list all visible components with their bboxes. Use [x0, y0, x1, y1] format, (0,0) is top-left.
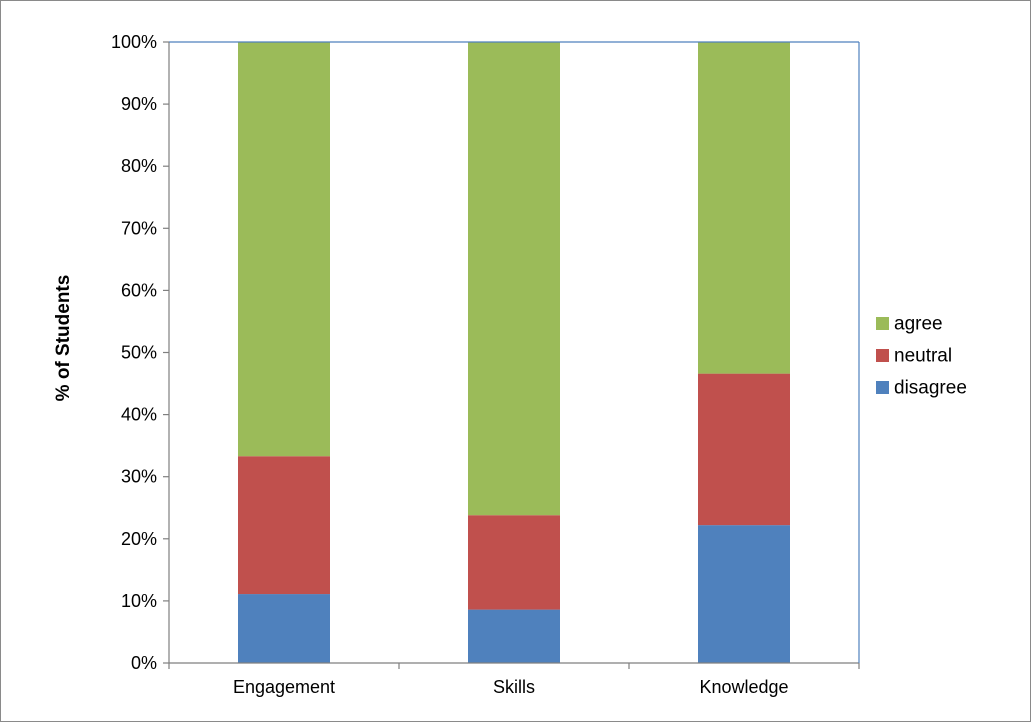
x-ticks-layer: Engagement Skills Knowledge [168, 663, 860, 697]
legend: agree neutral disagree [876, 314, 967, 399]
bar-segment-disagree [698, 525, 790, 663]
legend-label-neutral: neutral [894, 346, 952, 367]
legend-swatch-disagree [876, 381, 889, 394]
y-axis-title: % of Students [53, 275, 74, 402]
bar-segment-neutral [698, 373, 790, 526]
bar-segment-agree [698, 42, 790, 374]
legend-swatch-agree [876, 317, 889, 330]
y-tick-label: 60% [121, 280, 157, 300]
y-tick-label: 50% [121, 343, 157, 363]
y-ticks-layer: 0% 10% 20% 30% 40% 50% 60% 70% 80% 90% 100% [111, 32, 169, 673]
bar-segment-agree [238, 42, 330, 457]
bar-segment-disagree [238, 594, 330, 663]
bar-segment-agree [468, 42, 560, 516]
bars-layer [238, 42, 790, 663]
x-tick-label: Engagement [233, 677, 335, 697]
y-tick-label: 80% [121, 156, 157, 176]
legend-label-disagree: disagree [894, 378, 967, 399]
y-tick-label: 90% [121, 94, 157, 114]
y-tick-label: 100% [111, 32, 157, 52]
bar-segment-disagree [468, 609, 560, 663]
y-tick-label: 40% [121, 405, 157, 425]
legend-swatch-neutral [876, 349, 889, 362]
x-tick-label: Knowledge [699, 677, 788, 697]
y-tick-label: 20% [121, 529, 157, 549]
legend-label-agree: agree [894, 314, 943, 335]
y-tick-label: 70% [121, 218, 157, 238]
y-tick-label: 0% [131, 653, 157, 673]
y-tick-label: 10% [121, 591, 157, 611]
bar-segment-neutral [238, 456, 330, 595]
y-tick-label: 30% [121, 467, 157, 487]
x-tick-label: Skills [493, 677, 535, 697]
bar-segment-neutral [468, 515, 560, 610]
